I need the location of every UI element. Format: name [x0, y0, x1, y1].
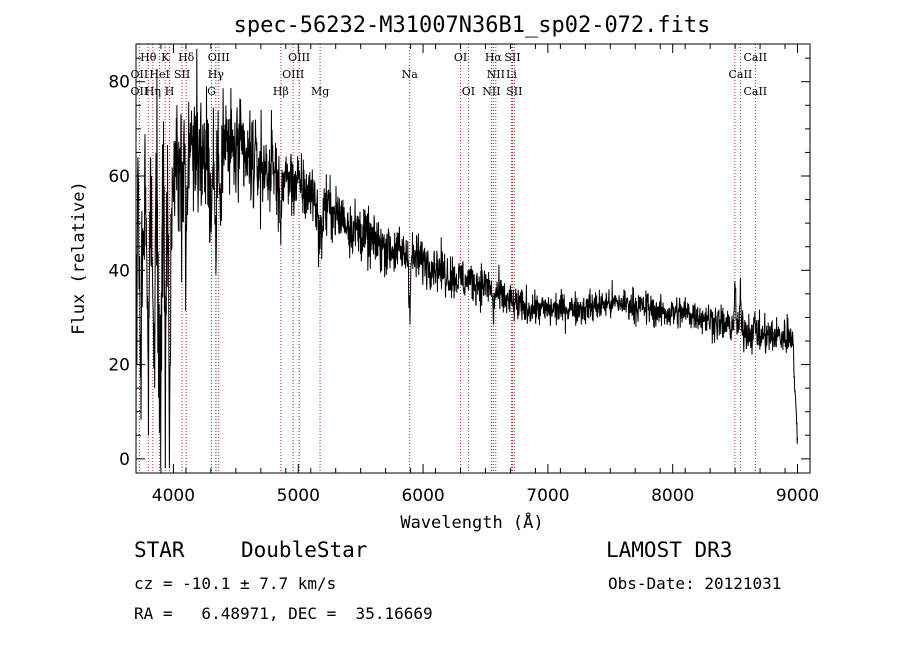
coordinates: RA = 6.48971, DEC = 35.16669 [134, 604, 433, 623]
x-tick-label: 7000 [526, 486, 569, 506]
line-label: CaII [743, 51, 767, 64]
x-axis-label: Wavelength (Å) [400, 511, 543, 533]
line-label: CaII [743, 85, 767, 98]
line-label: OIII [288, 51, 310, 64]
y-tick-label: 40 [108, 261, 130, 281]
plot-frame [135, 43, 811, 474]
spectrum-line [135, 48, 798, 469]
y-tick-label: 60 [108, 167, 130, 187]
line-label: SII [174, 68, 190, 81]
line-label: Li [506, 68, 517, 81]
redshift-cz: cz = -10.1 ± 7.7 km/s [134, 574, 337, 593]
line-label: Hβ [273, 85, 289, 98]
x-tick-label: 5000 [277, 486, 320, 506]
y-tick-label: 0 [119, 450, 130, 470]
axis-ticks: 4000 5000 6000 7000 8000 9000 0 20 40 60 80 [108, 44, 819, 506]
y-axis-label: Flux (relative) [69, 181, 89, 335]
line-label: Na [402, 68, 419, 81]
line-label: CaII [729, 68, 753, 81]
x-tick-label: 8000 [651, 486, 694, 506]
survey-name: LAMOST DR3 [606, 538, 733, 562]
line-label: Hγ [208, 68, 225, 81]
x-tick-label: 6000 [401, 486, 444, 506]
line-label: OIII [208, 51, 230, 64]
line-label: Hη [145, 85, 161, 98]
line-label: HeI [149, 68, 169, 81]
object-subclass: DoubleStar [241, 538, 368, 562]
line-label: Hα [485, 51, 503, 64]
chart-title: spec-56232-M31007N36B1_sp02-072.fits [234, 13, 711, 38]
line-label: Mg [311, 85, 329, 98]
line-label: K [161, 51, 170, 64]
object-class: STAR [134, 538, 185, 562]
line-label: H [165, 85, 175, 98]
line-label: Hθ [140, 51, 157, 64]
line-label: OII [131, 85, 149, 98]
line-label: SII [506, 85, 522, 98]
y-tick-label: 20 [108, 356, 130, 376]
line-label: Hδ [178, 51, 195, 64]
line-label: NII [487, 68, 505, 81]
line-label: NII [482, 85, 500, 98]
line-label: OI [462, 85, 475, 98]
y-tick-label: 80 [108, 73, 130, 93]
line-label: OI [454, 51, 467, 64]
obs-date: Obs-Date: 20121031 [608, 574, 782, 593]
line-label: OII [131, 68, 149, 81]
x-tick-label: 4000 [152, 486, 195, 506]
x-tick-label: 9000 [776, 486, 819, 506]
line-label: SII [504, 51, 520, 64]
line-label: G [207, 85, 216, 98]
line-label: OIII [282, 68, 304, 81]
